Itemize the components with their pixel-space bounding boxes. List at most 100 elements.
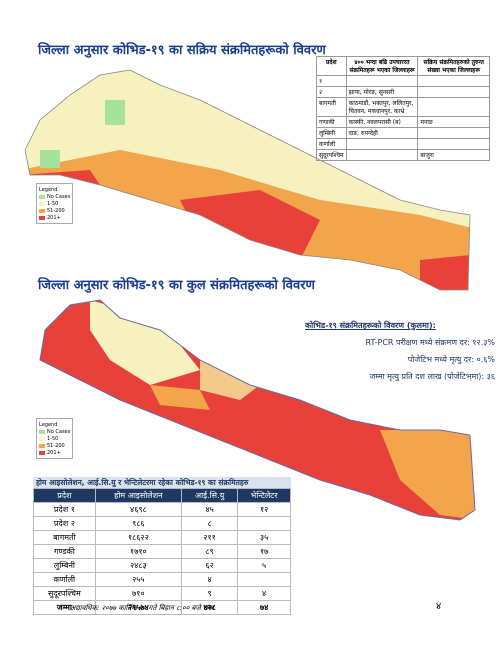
table-row: बागमती १८६२२ २११ ३५ [33, 530, 291, 545]
table-cell: ७४ [237, 600, 291, 615]
table-cell: ७१० [94, 586, 182, 601]
table-cell: ४५ [180, 502, 239, 517]
legend-label: No Cases [47, 193, 71, 200]
column-header: भेन्टिलेटर [237, 488, 291, 503]
legend-item: 51-200 [39, 207, 70, 214]
table-cell: बाजुरा [417, 149, 490, 161]
table-row: जम्मा २९५७४ ४२८ ७४ [33, 600, 291, 615]
table-cell [417, 127, 490, 139]
legend-item: 51-200 [39, 442, 70, 449]
legend-label: 201+ [47, 214, 61, 221]
table-cell: ४६९८ [94, 502, 182, 517]
legend-label: No Cases [47, 428, 71, 435]
table-cell: प्रदेश १ [33, 502, 96, 517]
legend-item: No Cases [39, 428, 70, 435]
table-cell: कर्णाली [33, 572, 96, 587]
title: जिल्ला अनुसार कोभिड-१९ का कुल संक्रमितहर… [38, 278, 315, 293]
table-cell: १८६२२ [94, 530, 182, 545]
legend: Legend No Cases 1-50 51-200 201+ [36, 183, 74, 224]
table-cell: झापा, मोरङ, सुनसरी [345, 86, 419, 98]
legend-swatch [39, 429, 45, 434]
table-cell: बागमती [33, 530, 96, 545]
table-cell: १७ [237, 544, 291, 559]
legend-item: 201+ [39, 214, 70, 221]
table-cell [417, 138, 490, 150]
table-row: बागमती काठमाडौं, भक्तपुर, ललितपुर, चितवन,… [316, 97, 490, 117]
table-cell: २५५ [94, 572, 182, 587]
table-cell: दाङ, रुपन्देही [345, 127, 419, 139]
table-cell: ५ [237, 558, 291, 573]
legend-item: 201+ [39, 449, 70, 456]
table-cell [417, 75, 490, 87]
table-cell: ४२८ [180, 600, 239, 615]
footer-note: अद्यावधिक: २०७७ कार्तिक २० गते बिहान ८:०… [70, 604, 214, 612]
table-cell [417, 86, 490, 98]
table-cell: सुदूरपश्चिम [33, 586, 96, 601]
header-row: प्रदेश ४०० भन्दा बढि उपचाररत संक्रमितहरू … [316, 56, 490, 76]
table-row: १ [316, 75, 490, 87]
stats: कोभिड-१९ संक्रमितहरूको विवरण (कुलमा): RT-… [305, 320, 495, 388]
table-row: कर्णाली २५५ ४ [33, 572, 291, 587]
legend-title: Legend [39, 421, 58, 428]
table-cell: मनाङ [417, 116, 490, 128]
table-cell: २११ [180, 530, 239, 545]
table-cell: प्रदेश २ [33, 516, 96, 531]
table-cell: कास्की, नवलपरासी (ब) [345, 116, 419, 128]
table-cell: ४ [180, 572, 239, 587]
table-cell: सुदूरपश्चिम [316, 149, 347, 161]
column-header: आई.सि.यु [180, 488, 239, 503]
table-row: सुदूरपश्चिम ७१० ९ ४ [33, 586, 291, 601]
table-cell: गण्डकी [316, 116, 347, 128]
table-row: सुदूरपश्चिम बाजुरा [316, 149, 490, 161]
legend-title: Legend [39, 186, 58, 193]
stats-line: जम्मा मृत्यु प्रति दश लाख (पोजेटिभमा): ३… [369, 372, 496, 381]
table-cell: बागमती [316, 97, 347, 117]
legend-swatch [39, 215, 45, 220]
table-cell: १ [316, 75, 347, 87]
table-cell: २ [316, 86, 347, 98]
table-cell: ८ [180, 516, 239, 531]
table-cell [417, 97, 490, 117]
page-number: ४ [436, 601, 442, 612]
table-row: लुम्बिनी दाङ, रुपन्देही [316, 127, 490, 139]
care-table: प्रदेश होम आइसोलेशन आई.सि.यु भेन्टिलेटर प्रद… [33, 488, 291, 615]
table-cell [237, 572, 291, 587]
stats-title: कोभिड-१९ संक्रमितहरूको विवरण (कुलमा): [305, 321, 436, 330]
legend-item: No Cases [39, 193, 70, 200]
legend-swatch [39, 194, 45, 199]
legend-label: 51-200 [47, 442, 65, 449]
legend-swatch [39, 450, 45, 455]
column-header: प्रदेश [33, 488, 96, 503]
legend-label: 51-200 [47, 207, 65, 214]
legend-label: 1-50 [47, 200, 59, 207]
legend-item: 1-50 [39, 435, 70, 442]
table-cell: १७१० [94, 544, 182, 559]
stats-line: पोजेटिभ मध्ये मृत्यु दर: ०.६% [407, 355, 495, 364]
legend-swatch [39, 201, 45, 206]
table-row: गण्डकी कास्की, नवलपरासी (ब) मनाङ [316, 116, 490, 128]
table-cell [345, 75, 419, 87]
table-row: प्रदेश १ ४६९८ ४५ १२ [33, 502, 291, 517]
legend-label: 1-50 [47, 435, 59, 442]
table-cell: ९ [180, 586, 239, 601]
legend-label: 201+ [47, 449, 61, 456]
column-header: ४०० भन्दा बढि उपचाररत संक्रमितहरू भएका ज… [345, 56, 419, 76]
table-cell: ६२ [180, 558, 239, 573]
table-cell: २४८३ [94, 558, 182, 573]
table-row: प्रदेश २ ९८६ ८ [33, 516, 291, 531]
table-cell: लुम्बिनी [316, 127, 347, 139]
table-cell: कर्णाली [316, 138, 347, 150]
stats-line: RT-PCR परीक्षण मध्ये संक्रमण दर: १२.३% [365, 338, 496, 347]
table-row: कर्णाली [316, 138, 490, 150]
table-cell: ८९ [180, 544, 239, 559]
table-cell [345, 149, 419, 161]
title: जिल्ला अनुसार कोभिड-१९ का सक्रिय संक्रमि… [38, 43, 326, 58]
header-row: प्रदेश होम आइसोलेशन आई.सि.यु भेन्टिलेटर [33, 488, 291, 503]
active-table: प्रदेश ४०० भन्दा बढि उपचाररत संक्रमितहरू … [316, 56, 490, 161]
map-outline [24, 69, 471, 291]
table-cell: ३५ [237, 530, 291, 545]
table-cell: १२ [237, 502, 291, 517]
legend-item: 1-50 [39, 200, 70, 207]
column-header: होम आइसोलेशन [94, 488, 182, 503]
